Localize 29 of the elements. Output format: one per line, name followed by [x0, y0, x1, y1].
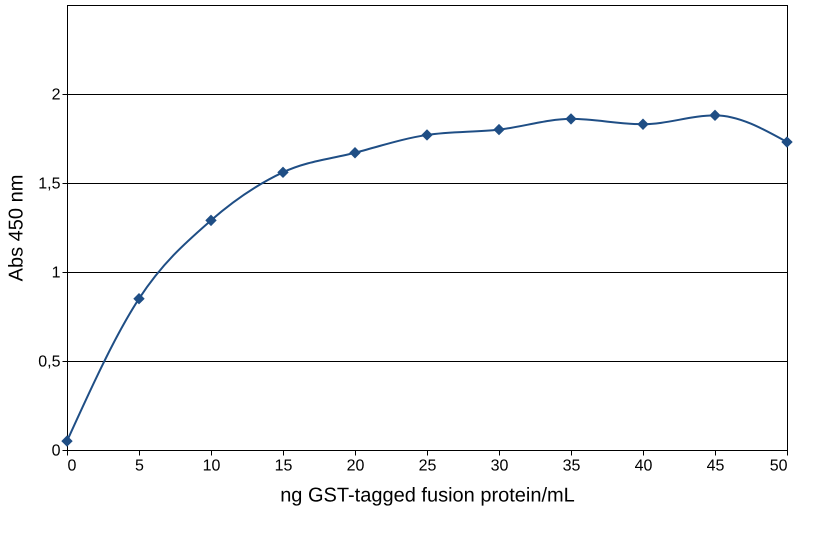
- x-tick-label: 30: [490, 458, 508, 474]
- y-tick-label: 0,5: [38, 354, 61, 370]
- x-tick-label: 20: [346, 458, 364, 474]
- x-tick-label: 15: [274, 458, 292, 474]
- point: [205, 214, 217, 226]
- y-tick-label: 1,5: [38, 176, 61, 192]
- point: [421, 129, 433, 141]
- x-tick-label: 5: [135, 458, 144, 474]
- x-tick-label: 40: [634, 458, 652, 474]
- point: [133, 293, 145, 304]
- x-tick-label: 45: [706, 458, 724, 474]
- y-tick-label: 2: [52, 86, 61, 104]
- point: [61, 435, 73, 447]
- point: [493, 124, 505, 136]
- point: [637, 118, 649, 130]
- point: [565, 113, 577, 125]
- point: [781, 136, 793, 148]
- x-tick-label: 0: [68, 458, 76, 474]
- x-tick-label: 50: [770, 458, 788, 474]
- x-tick-label: 35: [562, 458, 580, 474]
- x-tick-label: 25: [418, 458, 436, 474]
- x-tick-label: 10: [202, 458, 220, 474]
- point: [349, 147, 361, 158]
- point: [277, 166, 289, 178]
- y-tick-label: 1: [52, 264, 61, 282]
- x-axis-title: ng GST-tagged fusion protein/mL: [280, 484, 575, 506]
- y-axis-title: Abs 450 nm: [5, 174, 28, 282]
- point: [709, 110, 721, 122]
- y-tick-label: 0: [52, 442, 61, 460]
